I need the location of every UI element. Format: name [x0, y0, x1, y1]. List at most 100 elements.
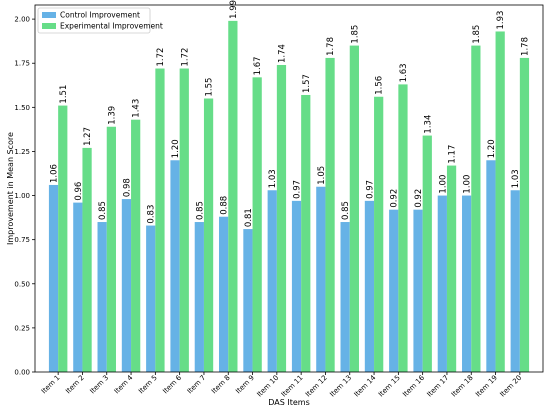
x-tick-label: Item 1	[40, 374, 62, 396]
value-label: 1.39	[107, 106, 117, 125]
value-label: 1.93	[496, 11, 506, 30]
value-labels-layer: 1.06 1.51 0.96 1.27 0.85 1.39 0.98 1.43 0.83 1.72…	[50, 0, 531, 227]
bar-experimental	[374, 96, 384, 372]
value-label: 0.97	[293, 180, 303, 199]
x-tick-label: Item 2	[64, 374, 86, 396]
bar-control	[73, 202, 83, 372]
value-label: 0.98	[122, 178, 132, 197]
y-tick-label: 1.25	[14, 148, 30, 156]
value-label: 0.97	[365, 180, 375, 199]
bar-experimental	[252, 77, 262, 373]
x-tick-label: Item 3	[89, 374, 111, 396]
x-tick-label: Item 11	[280, 374, 305, 399]
value-label: 0.85	[98, 201, 108, 220]
x-axis-ticks: Item 1 Item 2 Item 3 Item 4 Item 5 Item 6 Item…	[40, 372, 523, 399]
x-axis-label: DAS Items	[268, 398, 310, 407]
x-tick-label: Item 4	[113, 373, 135, 395]
bar-experimental	[422, 135, 432, 372]
value-label: 1.05	[317, 166, 327, 185]
x-tick-label: Item 16	[401, 373, 426, 398]
bar-experimental	[301, 94, 311, 372]
bar-control	[48, 184, 59, 372]
x-tick-label: Item 8	[210, 374, 232, 396]
y-axis-ticks: 0.00 0.25 0.50 0.75 1.00 1.25 1.50 1.75 2.00	[14, 16, 35, 377]
bar-experimental	[106, 126, 116, 372]
bar-control	[267, 190, 277, 372]
plot-frame	[34, 4, 544, 373]
bar-experimental	[349, 45, 359, 373]
value-label: 1.17	[448, 145, 458, 164]
value-label: 1.85	[472, 25, 482, 44]
y-tick-label: 1.75	[14, 60, 30, 68]
bar-control	[462, 195, 472, 372]
bar-control	[170, 160, 180, 372]
x-tick-label: Item 18	[450, 374, 475, 399]
value-label: 1.00	[463, 175, 473, 194]
x-tick-label: Item 17	[426, 374, 451, 399]
bar-control	[121, 199, 132, 372]
x-tick-label: Item 6	[161, 373, 183, 395]
x-tick-label: Item 15	[377, 374, 402, 399]
y-tick-label: 0.25	[14, 324, 30, 332]
x-tick-label: Item 9	[234, 374, 256, 396]
bar-experimental	[495, 31, 505, 373]
bar-experimental	[519, 57, 530, 373]
value-label: 1.72	[156, 48, 166, 67]
x-tick-label: Item 12	[304, 374, 329, 399]
bar-control	[364, 200, 375, 372]
y-axis-label: Improvement in Mean Score	[6, 132, 15, 245]
legend-box	[37, 7, 151, 34]
bar-control	[291, 200, 302, 372]
x-tick-label: Item 7	[186, 374, 208, 396]
value-label: 1.55	[205, 78, 215, 97]
value-label: 1.78	[326, 37, 336, 56]
y-tick-label: 1.00	[14, 192, 30, 200]
bar-control	[194, 222, 204, 372]
bar-experimental	[179, 68, 189, 373]
value-label: 1.20	[171, 139, 181, 158]
value-label: 1.63	[399, 63, 409, 82]
legend-swatch	[42, 12, 56, 18]
value-label: 1.51	[59, 85, 69, 104]
value-label: 0.92	[414, 189, 424, 208]
value-label: 1.03	[268, 169, 278, 188]
bar-experimental	[228, 20, 238, 372]
value-label: 1.20	[487, 139, 497, 158]
bar-experimental	[58, 105, 68, 372]
y-tick-label: 2.00	[14, 16, 30, 24]
legend-entry: Control Improvement	[60, 11, 140, 20]
bar-experimental	[471, 45, 481, 373]
bar-control	[243, 229, 253, 372]
value-label: 0.83	[147, 205, 157, 224]
bar-experimental	[155, 68, 165, 373]
bar-control	[510, 190, 520, 372]
bar-experimental	[325, 57, 335, 373]
x-tick-label: Item 10	[255, 374, 280, 399]
bar-control	[486, 160, 496, 372]
value-label: 1.34	[423, 115, 433, 134]
bar-control	[316, 186, 326, 372]
x-tick-label: Item 14	[353, 373, 378, 398]
bar-experimental	[203, 98, 214, 373]
value-label: 0.81	[244, 208, 254, 227]
x-tick-label: Item 20	[498, 374, 523, 399]
legend-entry: Experimental Improvement	[60, 22, 163, 31]
value-label: 1.06	[50, 164, 60, 183]
bar-experimental	[276, 64, 287, 372]
bar-control	[437, 195, 447, 372]
bar-experimental	[446, 165, 457, 372]
value-label: 0.92	[390, 189, 400, 208]
value-label: 0.85	[341, 201, 351, 220]
value-label: 1.74	[277, 44, 287, 63]
bar-control	[389, 209, 399, 372]
value-label: 1.27	[83, 127, 93, 146]
value-label: 1.85	[350, 25, 360, 44]
value-label: 0.96	[74, 182, 84, 201]
bars-layer	[48, 20, 530, 373]
legend: Control Improvement Experimental Improvem…	[37, 7, 163, 34]
value-label: 1.99	[229, 0, 239, 19]
bar-control	[97, 222, 107, 372]
value-label: 1.72	[180, 48, 190, 67]
bar-control	[340, 222, 350, 372]
